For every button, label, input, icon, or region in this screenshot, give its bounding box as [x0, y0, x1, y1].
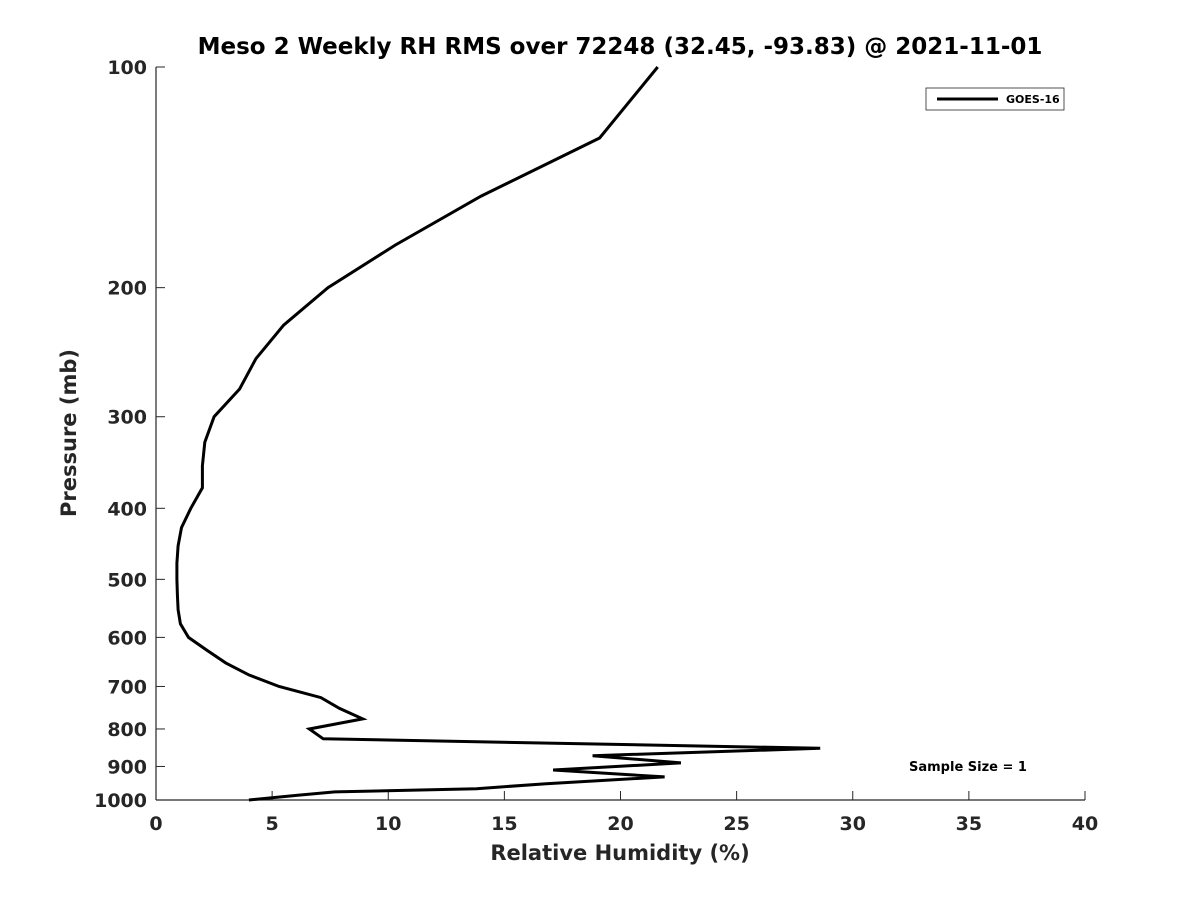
y-tick-label: 500	[107, 569, 147, 591]
y-tick-label: 1000	[94, 790, 147, 812]
x-tick-label: 5	[266, 813, 279, 835]
legend: GOES-16	[925, 87, 1065, 111]
x-axis-title: Relative Humidity (%)	[490, 841, 749, 865]
series-line-goes-16	[175, 66, 821, 802]
x-tick-label: 25	[723, 813, 749, 835]
y-tick-label: 600	[107, 627, 147, 649]
y-tick-label: 300	[107, 407, 147, 429]
legend-label-goes-16: GOES-16	[1006, 93, 1060, 106]
x-tick-label: 40	[1072, 813, 1098, 835]
x-tick-label: 15	[491, 813, 517, 835]
x-tick-label: 30	[840, 813, 866, 835]
y-tick-label: 200	[107, 278, 147, 300]
y-tick-label: 800	[107, 719, 147, 741]
series-layer	[175, 66, 821, 802]
x-axis-ticks: 0 5 10 15 20 25 30 35 40	[149, 791, 1098, 835]
x-tick-label: 10	[375, 813, 401, 835]
x-tick-label: 20	[607, 813, 633, 835]
y-tick-label: 700	[107, 676, 147, 698]
chart-title: Meso 2 Weekly RH RMS over 72248 (32.45, …	[198, 34, 1043, 60]
x-tick-label: 0	[149, 813, 162, 835]
y-tick-label: 100	[107, 57, 147, 79]
x-tick-label: 35	[956, 813, 982, 835]
y-axis-ticks: 100 200 300 400 500 600 700 800 900 1000	[94, 57, 165, 812]
y-tick-label: 900	[107, 756, 147, 778]
y-axis-title: Pressure (mb)	[57, 349, 81, 517]
y-tick-label: 400	[107, 498, 147, 520]
sample-size-note: Sample Size = 1	[909, 760, 1027, 775]
